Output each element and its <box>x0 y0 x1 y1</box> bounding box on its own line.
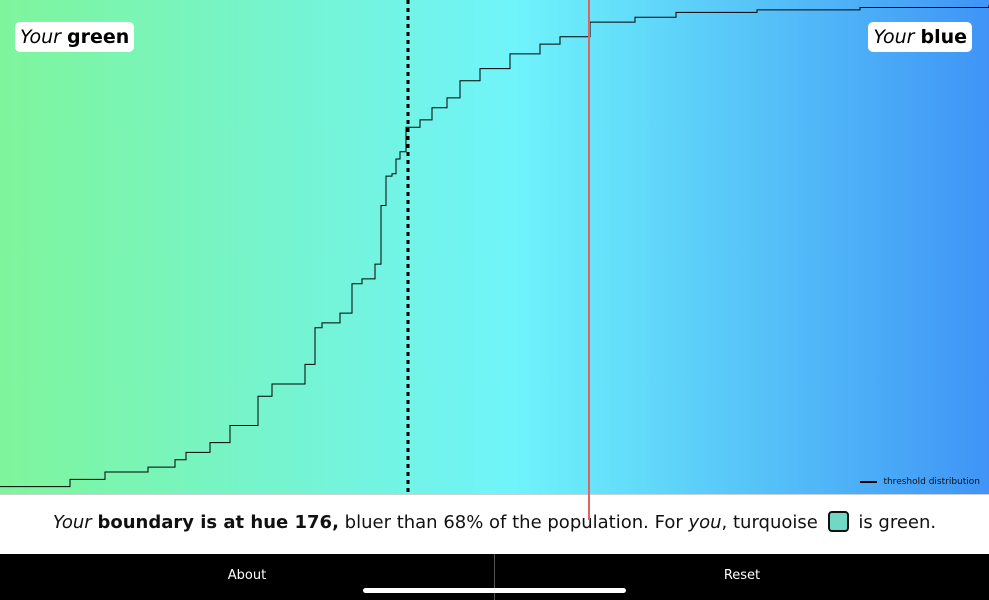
chart-legend: threshold distribution <box>860 477 980 487</box>
threshold-distribution-curve <box>0 5 989 488</box>
legend-label: threshold distribution <box>883 477 980 487</box>
your-green-prefix: Your <box>20 26 61 48</box>
about-button[interactable]: About <box>0 554 495 600</box>
legend-swatch <box>860 481 878 483</box>
turquoise-swatch <box>827 511 849 532</box>
your-blue-prefix: Your <box>873 26 915 48</box>
chart-area[interactable]: Your green Your blue threshold distribut… <box>0 0 989 495</box>
result-sentence: Your boundary is at hue 176, bluer than … <box>0 508 989 538</box>
bottom-toolbar: About Reset <box>0 554 989 600</box>
result-boundary: boundary is at hue 176, <box>97 512 339 533</box>
chart-plot <box>0 0 989 494</box>
your-green-word: green <box>67 26 130 48</box>
result-turquoise: , turquoise <box>721 512 818 533</box>
your-green-label: Your green <box>15 22 135 52</box>
hue-gradient-background <box>0 0 989 494</box>
your-blue-word: blue <box>920 26 967 48</box>
reset-button[interactable]: Reset <box>723 567 761 583</box>
your-blue-label: Your blue <box>868 22 972 52</box>
home-indicator[interactable] <box>363 588 626 593</box>
user-boundary-line-extension <box>588 494 590 520</box>
result-end: is green. <box>858 512 937 533</box>
result-you: you <box>688 512 722 533</box>
result-middle: bluer than 68% of the population. For <box>344 512 683 533</box>
result-prefix: Your <box>52 512 92 533</box>
